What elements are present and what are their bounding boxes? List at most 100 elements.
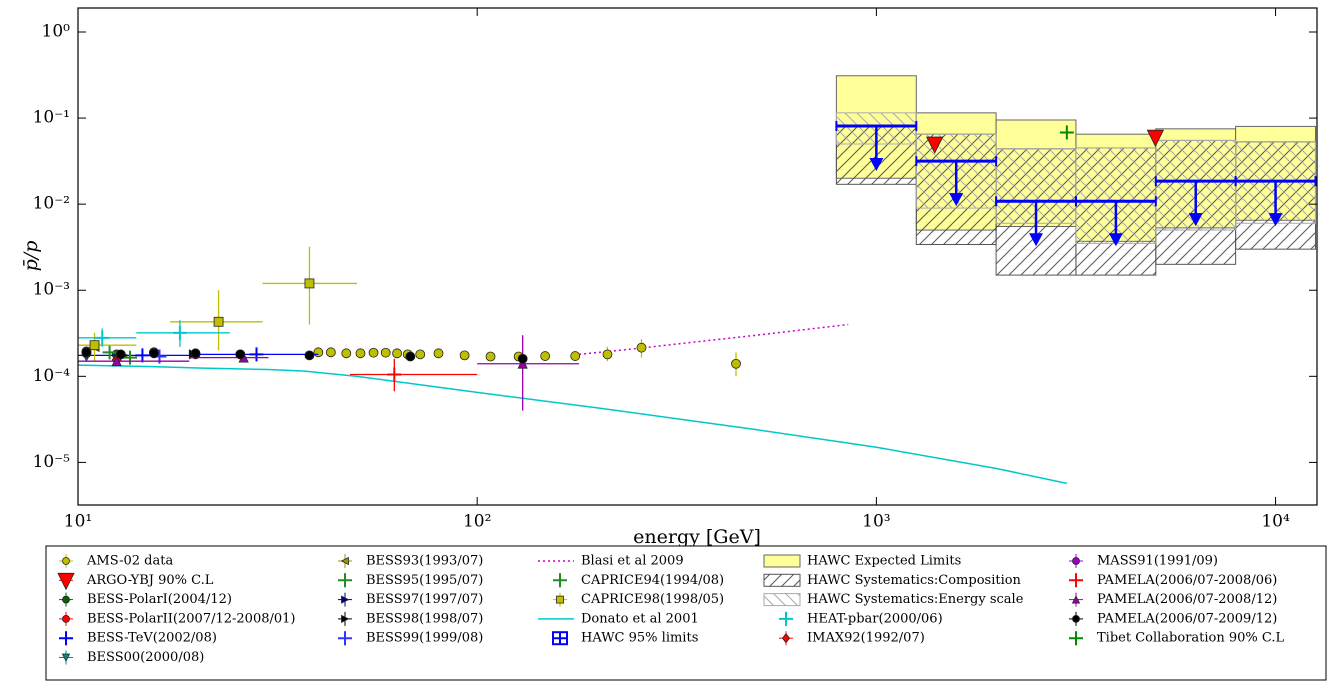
legend-marker	[338, 631, 352, 646]
legend-label: BESS97(1997/07)	[366, 592, 483, 607]
marker	[123, 350, 138, 365]
marker	[111, 355, 122, 367]
curve	[78, 364, 1067, 485]
legend-marker	[1072, 557, 1080, 565]
legend-label: Tibet Collaboration 90% C.L	[1097, 631, 1285, 646]
y-tick-label: 10⁰	[42, 21, 71, 41]
y-axis-label: p̄/p	[20, 241, 42, 272]
x-tick-label: 10³	[862, 512, 890, 532]
legend-marker	[1072, 615, 1080, 623]
x-tick-label: 10¹	[64, 512, 92, 532]
legend-frame	[45, 545, 1327, 681]
marker	[313, 347, 324, 358]
marker	[926, 136, 944, 154]
legend-marker	[341, 614, 350, 624]
legend-label: Blasi et al 2009	[581, 554, 684, 569]
marker	[102, 345, 117, 360]
x-tick-label: 10²	[463, 512, 491, 532]
legend-label: AMS-02 data	[86, 554, 173, 569]
marker	[415, 349, 426, 360]
plot-area	[78, 75, 1317, 485]
marker	[731, 358, 741, 369]
limit-arrowhead	[1029, 233, 1044, 247]
legend-label: CAPRICE94(1994/08)	[581, 573, 724, 588]
legend-swatch	[553, 632, 567, 645]
marker	[485, 351, 496, 362]
legend-marker	[779, 611, 793, 626]
marker	[459, 350, 470, 361]
marker	[517, 353, 528, 364]
legend-marker	[553, 573, 567, 588]
marker	[392, 348, 402, 359]
legend-swatch	[763, 593, 801, 607]
limit-arrowhead	[949, 193, 964, 207]
legend-label: BESS00(2000/08)	[87, 650, 204, 665]
limit-arrowhead	[869, 157, 884, 171]
legend-label: BESS-TeV(2002/08)	[87, 631, 217, 646]
legend-label: HAWC Systematics:Energy scale	[807, 592, 1024, 607]
marker	[172, 325, 187, 340]
marker	[135, 348, 150, 363]
upper-limit	[1074, 196, 1157, 247]
marker	[325, 347, 336, 358]
y-tick-label: 10⁻⁴	[33, 366, 71, 386]
legend-marker	[1069, 573, 1083, 588]
y-tick-label: 10⁻¹	[33, 108, 70, 128]
limit-arrowhead	[1108, 233, 1123, 247]
upper-limit	[1234, 176, 1317, 227]
y-tick-label: 10⁻⁵	[33, 452, 71, 472]
legend-label: PAMELA(2006/07-2008/12)	[1097, 592, 1277, 607]
legend-marker	[338, 573, 352, 588]
marker	[81, 347, 92, 358]
marker	[602, 349, 613, 360]
x-axis-label: energy [GeV]	[633, 526, 761, 548]
legend-label: HAWC 95% limits	[581, 631, 698, 646]
legend-marker	[1071, 595, 1081, 604]
legend-label: CAPRICE98(1998/05)	[581, 592, 724, 607]
legend-label: IMAX92(1992/07)	[807, 631, 925, 646]
legend-label: BESS93(1993/07)	[366, 554, 483, 569]
marker	[540, 351, 551, 361]
plot-frame	[77, 7, 1318, 506]
marker	[368, 347, 379, 358]
legend-marker	[59, 631, 73, 646]
marker	[387, 367, 402, 382]
legend-label: BESS98(1998/07)	[366, 611, 483, 626]
marker	[89, 340, 100, 351]
marker	[355, 348, 366, 359]
legend-marker	[341, 595, 350, 604]
legend-label: BESS-PolarI(2004/12)	[87, 592, 232, 607]
legend-label: HAWC Systematics:Composition	[807, 573, 1022, 588]
legend-label: Donato et al 2001	[581, 611, 699, 626]
legend-marker	[62, 595, 70, 604]
legend: AMS-02 data ARGO-YBJ 90% C.L BESS-PolarI(2…	[57, 554, 1285, 665]
legend-label: MASS91(1991/09)	[1097, 554, 1218, 569]
marker	[190, 348, 201, 359]
legend-label: ARGO-YBJ 90% C.L	[86, 573, 214, 588]
marker	[380, 347, 391, 358]
marker	[433, 348, 444, 359]
marker	[1146, 129, 1165, 148]
legend-marker	[1069, 631, 1083, 646]
marker	[304, 278, 315, 289]
marker	[636, 342, 647, 353]
legend-marker	[340, 556, 349, 566]
upper-limit	[915, 156, 998, 207]
limit-arrowhead	[1188, 213, 1203, 227]
legend-marker	[62, 557, 70, 565]
marker	[517, 358, 528, 369]
legend-marker	[57, 572, 75, 591]
x-tick-label: 10⁴	[1261, 512, 1290, 532]
marker	[115, 349, 126, 360]
y-tick-label: 10⁻²	[33, 194, 70, 214]
limit-arrowhead	[1268, 213, 1283, 227]
marker	[95, 330, 110, 345]
legend-marker	[556, 595, 564, 604]
legend-swatch	[763, 554, 801, 568]
legend-label: HEAT-pbar(2000/06)	[807, 611, 943, 626]
marker	[249, 347, 264, 362]
legend-marker	[62, 615, 70, 623]
legend-label: BESS99(1999/08)	[366, 631, 483, 646]
marker	[213, 316, 224, 327]
